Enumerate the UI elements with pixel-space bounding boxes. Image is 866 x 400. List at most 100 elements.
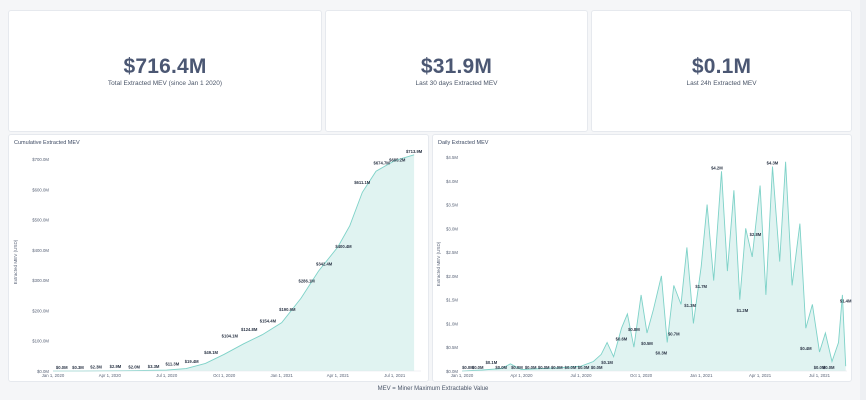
daily-chart-svg: $0.0M $0.5M $1.0M $1.5M $2.0M $2.5M $3.0M $3.5M… [436,155,852,378]
data-label: $0.3M [72,365,84,370]
data-label: $1.2M [737,308,749,313]
kpi-24h-value: $0.1M [691,55,752,78]
kpi-24h-card: $0.1M Last 24h Extracted MEV [591,10,852,132]
data-label: $286.1M [299,278,316,283]
x-tick-label: Jul 1, 2020 [156,373,178,378]
x-tick-label: Jan 1, 2021 [270,373,293,378]
page-edge [860,0,866,400]
data-label: $2.9M [110,364,122,369]
kpi-total-card: $716.4M Total Extracted MEV (since Jan 1… [8,10,322,132]
y-tick-label: $500.0M [32,218,49,223]
kpi-total-value: $716.4M [123,55,207,78]
y-tick-label: $1.0M [446,321,458,326]
y-tick-label: $0.0M [446,369,458,374]
y-axis-label: Extracted MEV (USD) [436,241,441,286]
y-tick-label: $700.0M [32,157,49,162]
y-tick-label: $200.0M [32,308,49,313]
data-label: $0.8M [628,327,640,332]
data-label: $4.3M [767,161,779,166]
data-label: $3.3M [148,364,160,369]
y-tick-label: $300.0M [32,278,49,283]
kpi-30d-value: $31.9M [420,55,493,78]
kpi-24h-label: Last 24h Extracted MEV [686,80,757,87]
x-tick-label: Jan 1, 2020 [451,373,474,378]
y-tick-label: $2.5M [446,250,458,255]
data-label: $11.3M [165,362,179,367]
data-label: $342.4M [316,261,333,266]
y-tick-label: $100.0M [32,339,49,344]
x-tick-label: Jul 1, 2021 [809,373,831,378]
y-tick-label: $0.0M [37,369,49,374]
daily-chart-card: Daily Extracted MEV $0.0M $0.5M $1.0M $1.5M… [432,134,852,382]
data-label: $685.2M [389,158,406,163]
x-tick-label: Jul 1, 2021 [384,373,406,378]
series-area [53,154,415,371]
data-label: $0.4M [800,346,812,351]
data-label: $1.4M [840,298,852,303]
data-label: $0.0M [565,365,577,370]
data-label: $49.1M [204,350,218,355]
data-label: $124.8M [241,327,258,332]
y-tick-label: $2.0M [446,274,458,279]
y-tick-label: $4.0M [446,179,458,184]
kpi-30d-label: Last 30 days Extracted MEV [415,80,498,87]
data-label: $0.5M [641,341,653,346]
data-label: $674.7M [373,161,390,166]
x-tick-label: Apr 1, 2020 [510,373,533,378]
data-label: $1.7M [695,284,707,289]
data-label: $0.0M [591,365,603,370]
data-label: $0.0M [511,365,523,370]
data-label: $0.0M [472,365,484,370]
series-line [53,154,415,372]
kpi-30d-card: $31.9M Last 30 days Extracted MEV [325,10,588,132]
data-label: $0.0M [814,365,826,370]
cumulative-chart-svg: $0.0M $100.0M $200.0M $300.0M $400.0M $500.0M… [13,149,423,378]
footer-note: MEV = Miner Maximum Extractable Value [377,386,489,392]
cumulative-chart-card: Cumulative Extracted MEV $0.0M $100.0M $20… [8,134,429,382]
data-label: $104.1M [222,333,239,338]
data-label: $0.0M [578,365,590,370]
data-label: $0.1M [486,360,498,365]
data-label: $0.7M [668,332,680,337]
data-label: $713.9M [406,149,423,154]
data-label: $400.4M [335,244,352,249]
data-label: $0.0M [823,365,835,370]
data-label: $0.0M [538,365,550,370]
data-label: $0.0M [56,365,68,370]
x-tick-label: Jan 1, 2021 [690,373,713,378]
chart-title: Cumulative Extracted MEV [14,140,80,146]
y-tick-label: $600.0M [32,187,49,192]
data-label: $0.3M [656,351,668,356]
x-tick-label: Apr 1, 2021 [327,373,350,378]
series-area [462,161,846,371]
kpi-total-label: Total Extracted MEV (since Jan 1 2020) [107,80,223,87]
x-tick-label: Jul 1, 2020 [570,373,592,378]
x-tick-label: Apr 1, 2021 [749,373,772,378]
data-label: $1.3M [684,303,696,308]
data-label: $0.0M [495,365,507,370]
x-tick-label: Jan 1, 2020 [42,373,65,378]
data-label: $0.1M [601,360,613,365]
y-tick-label: $0.5M [446,345,458,350]
data-label: $190.9M [279,307,296,312]
series-line [461,161,847,372]
data-label: $2.8M [750,232,762,237]
data-label: $0.0M [525,365,537,370]
x-tick-label: Oct 1, 2020 [630,373,653,378]
data-label: $2.3M [90,364,102,369]
data-label: $4.2M [711,165,723,170]
data-label: $2.0M [128,364,140,369]
y-tick-label: $1.5M [446,298,458,303]
y-axis-label: Extracted MEV (USD) [13,239,18,284]
data-label: $611.1M [354,180,371,185]
data-label: $154.4M [260,318,277,323]
y-tick-label: $3.0M [446,226,458,231]
y-tick-label: $3.5M [446,203,458,208]
data-label: $19.4M [185,359,199,364]
data-label: $0.0M [462,365,474,370]
x-tick-label: Apr 1, 2020 [99,373,122,378]
chart-title: Daily Extracted MEV [438,140,489,146]
x-tick-label: Oct 1, 2020 [213,373,236,378]
data-label: $0.6M [616,336,628,341]
y-tick-label: $400.0M [32,248,49,253]
